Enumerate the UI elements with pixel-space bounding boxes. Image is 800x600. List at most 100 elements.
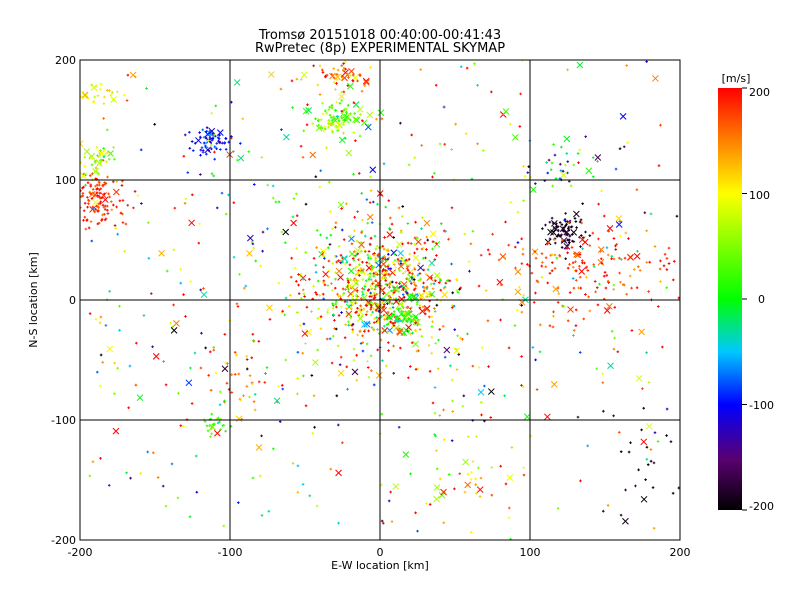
data-point-plus xyxy=(519,92,522,96)
data-point-plus xyxy=(581,259,584,262)
data-point-plus xyxy=(365,342,369,346)
data-point-plus xyxy=(250,356,254,360)
data-point-plus xyxy=(366,302,370,306)
data-point-x xyxy=(315,124,323,132)
data-point-plus xyxy=(454,122,457,126)
data-point-plus xyxy=(653,245,657,248)
data-point-x xyxy=(356,105,364,113)
data-point-plus xyxy=(467,435,470,438)
data-point-plus xyxy=(406,268,410,272)
data-point-x xyxy=(607,362,614,370)
data-point-plus xyxy=(497,258,501,262)
data-point-plus xyxy=(360,297,363,300)
data-point-plus xyxy=(83,165,87,168)
data-point-plus xyxy=(251,476,255,480)
data-point-plus xyxy=(381,359,384,362)
data-point-plus xyxy=(210,412,214,416)
data-point-plus xyxy=(386,265,390,268)
data-point-plus xyxy=(376,348,379,352)
data-point-plus xyxy=(392,313,396,316)
data-point-x xyxy=(375,372,383,379)
colorbar: [m/s] 200 100 0 -100 -200 xyxy=(718,72,774,513)
data-point-plus xyxy=(538,350,542,354)
data-point-plus xyxy=(568,241,571,244)
data-point-plus xyxy=(546,281,549,285)
data-point-plus xyxy=(577,286,580,290)
data-point-plus xyxy=(317,123,320,127)
data-point-plus xyxy=(571,277,575,280)
data-point-plus xyxy=(522,466,526,469)
data-point-plus xyxy=(477,284,481,288)
data-point-plus xyxy=(606,504,610,507)
data-point-plus xyxy=(342,108,346,112)
data-point-plus xyxy=(386,247,389,251)
data-point-plus xyxy=(640,428,643,432)
data-point-plus xyxy=(172,248,176,252)
data-point-plus xyxy=(183,201,187,205)
data-point-plus xyxy=(183,133,187,137)
data-point-plus xyxy=(443,142,447,146)
data-point-plus xyxy=(345,110,348,114)
data-point-plus xyxy=(534,256,538,260)
data-point-plus xyxy=(564,224,567,227)
data-point-plus xyxy=(369,175,372,179)
data-point-plus xyxy=(363,285,367,288)
data-point-plus xyxy=(360,271,363,274)
data-point-plus xyxy=(99,315,103,319)
data-point-plus xyxy=(425,235,429,239)
data-point-plus xyxy=(349,316,353,319)
data-point-x xyxy=(354,247,362,254)
data-point-plus xyxy=(102,147,106,150)
data-point-x xyxy=(438,491,446,499)
y-tick-label: 0 xyxy=(69,294,76,307)
data-point-plus xyxy=(346,277,349,281)
data-point-plus xyxy=(399,121,402,125)
data-point-plus xyxy=(319,169,322,173)
data-point-plus xyxy=(387,263,390,267)
data-point-plus xyxy=(316,279,320,283)
data-point-plus xyxy=(370,326,374,329)
data-point-plus xyxy=(559,162,562,166)
data-point-plus xyxy=(99,456,102,460)
data-point-x xyxy=(627,254,634,261)
data-point-plus xyxy=(634,484,637,488)
data-point-plus xyxy=(605,274,609,277)
data-point-plus xyxy=(553,153,557,157)
data-point-plus xyxy=(558,221,562,224)
data-point-plus xyxy=(419,296,423,300)
data-point-plus xyxy=(304,342,307,345)
data-point-x xyxy=(101,196,109,204)
data-point-plus xyxy=(339,355,343,359)
data-point-plus xyxy=(426,238,430,242)
data-point-plus xyxy=(380,117,384,121)
data-point-plus xyxy=(390,520,394,523)
data-point-plus xyxy=(165,269,169,273)
data-point-x xyxy=(560,171,567,179)
data-point-plus xyxy=(405,267,409,270)
data-point-plus xyxy=(416,367,420,371)
data-point-plus xyxy=(212,346,216,349)
data-point-plus xyxy=(630,286,633,290)
data-point-x xyxy=(529,186,537,194)
data-point-plus xyxy=(109,93,113,97)
data-point-plus xyxy=(388,307,392,310)
data-point-plus xyxy=(272,447,275,451)
data-points xyxy=(80,60,680,540)
data-point-plus xyxy=(388,285,391,289)
data-point-plus xyxy=(121,199,125,202)
data-point-plus xyxy=(385,273,389,276)
data-point-plus xyxy=(152,451,155,455)
data-point-plus xyxy=(469,531,473,534)
data-point-plus xyxy=(392,310,396,313)
data-point-plus xyxy=(392,291,396,294)
data-point-plus xyxy=(113,157,116,161)
data-point-plus xyxy=(401,242,404,246)
data-point-plus xyxy=(423,286,426,289)
data-point-plus xyxy=(376,284,380,287)
data-point-plus xyxy=(400,305,404,308)
data-point-x xyxy=(341,74,348,82)
data-point-plus xyxy=(499,318,502,322)
data-point-plus xyxy=(86,181,90,185)
data-point-x xyxy=(200,291,208,298)
data-point-plus xyxy=(333,254,337,258)
